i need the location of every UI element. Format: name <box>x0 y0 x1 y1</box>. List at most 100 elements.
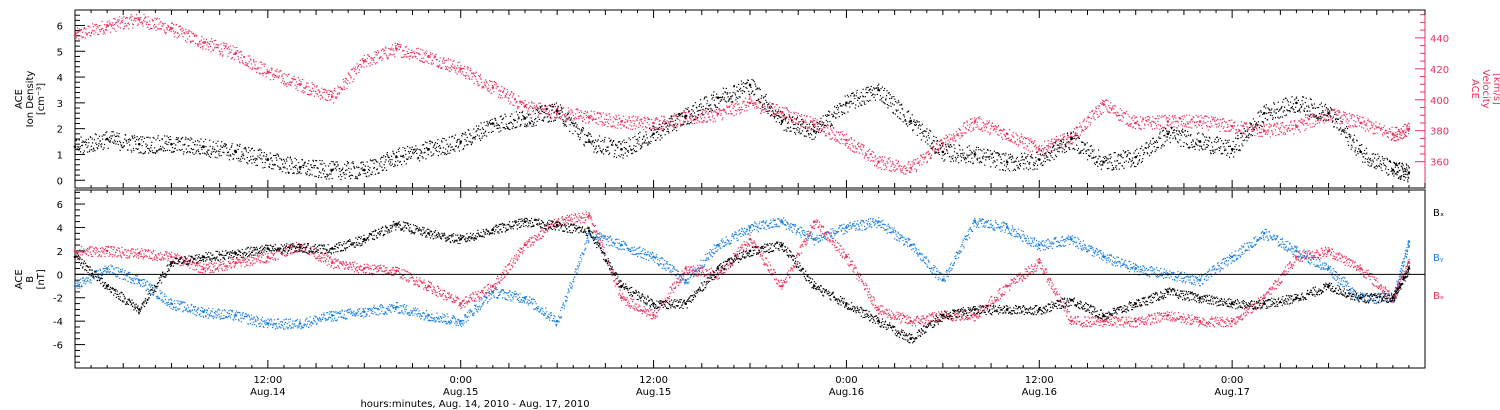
ion-density-series-dot <box>732 91 734 94</box>
ion-density-series-dot <box>901 108 904 110</box>
velocity-series-dot <box>709 119 711 121</box>
velocity-series-dot <box>586 111 589 113</box>
velocity-series-dot <box>356 63 358 65</box>
ion-density-series-dot <box>449 143 451 145</box>
ion-density-series-dot <box>237 145 239 147</box>
velocity-series-dot <box>990 124 992 126</box>
velocity-series-dot <box>1012 135 1014 137</box>
velocity-series-dot <box>1075 139 1077 141</box>
velocity-series-dot <box>647 117 649 119</box>
ion-density-series-dot <box>329 163 331 165</box>
velocity-series-dot <box>542 111 545 114</box>
velocity-series-dot <box>364 58 366 61</box>
ion-density-series-dot <box>799 128 801 130</box>
ion-density-series-dot <box>192 152 194 154</box>
velocity-series-dot <box>276 68 278 71</box>
ion-density-series-dot <box>342 167 344 169</box>
velocity-series-dot <box>811 121 814 123</box>
ion-density-series-dot <box>286 160 288 162</box>
ion-density-series-dot <box>926 128 928 130</box>
ion-density-series-dot <box>587 134 589 136</box>
velocity-series-dot <box>365 61 367 63</box>
ion-density-series-dot <box>184 143 186 145</box>
ion-density-series-dot <box>187 145 189 147</box>
velocity-series-dot <box>551 117 553 119</box>
velocity-series-dot <box>1035 144 1037 146</box>
ion-density-series-dot <box>964 156 967 159</box>
velocity-series-dot <box>1398 130 1400 132</box>
ion-density-series-dot <box>411 148 413 151</box>
ion-density-series-dot <box>966 154 968 156</box>
velocity-series-dot <box>850 149 852 151</box>
velocity-series-dot <box>1162 116 1165 118</box>
velocity-series-dot <box>958 135 960 137</box>
velocity-series-dot <box>184 40 186 42</box>
velocity-series-dot <box>721 117 724 119</box>
velocity-series-dot <box>464 75 467 77</box>
velocity-series-dot <box>794 117 796 120</box>
velocity-series-dot <box>1304 122 1306 125</box>
ion-density-series-dot <box>214 148 216 151</box>
velocity-series-dot <box>1239 129 1241 131</box>
ion-density-series-dot <box>893 95 895 98</box>
ion-density-series-dot <box>485 135 488 137</box>
velocity-series-dot <box>959 129 962 131</box>
velocity-series-dot <box>1405 125 1408 127</box>
velocity-series-dot <box>1303 120 1305 122</box>
velocity-series-dot <box>999 129 1001 132</box>
velocity-series-dot <box>897 160 900 162</box>
velocity-series-dot <box>652 127 654 129</box>
ion-density-series-dot <box>796 129 798 131</box>
velocity-series-dot <box>1252 130 1254 133</box>
ion-density-series-dot <box>316 167 319 169</box>
ion-density-series-dot <box>547 108 549 110</box>
ion-density-series-dot <box>864 96 866 98</box>
ion-density-series-dot <box>551 109 553 111</box>
velocity-series-dot <box>460 65 462 67</box>
velocity-series-dot <box>1074 134 1076 136</box>
velocity-series-dot <box>1349 125 1351 127</box>
velocity-series-dot <box>788 111 790 113</box>
velocity-series-dot <box>648 118 650 120</box>
velocity-series-dot <box>792 122 794 124</box>
velocity-series-dot <box>759 102 761 104</box>
ion-density-series-dot <box>750 92 753 94</box>
velocity-series-dot <box>794 118 796 120</box>
ion-density-series-dot <box>98 143 100 145</box>
ion-density-series-dot <box>322 173 325 175</box>
ion-density-series-dot <box>849 100 851 102</box>
ion-density-series-dot <box>952 155 954 157</box>
velocity-series-dot <box>1180 117 1182 120</box>
velocity-series-dot <box>733 105 735 107</box>
velocity-series-dot <box>323 91 326 93</box>
ion-density-series-dot <box>429 140 431 142</box>
ion-density-series-point <box>523 117 527 120</box>
velocity-series-dot <box>108 20 110 22</box>
velocity-series-dot <box>595 122 597 124</box>
velocity-series-dot <box>1046 145 1048 147</box>
ion-density-series-dot <box>251 162 253 164</box>
velocity-series-dot <box>109 22 111 24</box>
velocity-series-dot <box>1331 117 1333 119</box>
velocity-series-dot <box>432 62 434 64</box>
ion-density-series-dot <box>357 174 360 176</box>
velocity-series-dot <box>273 73 275 75</box>
velocity-series-dot <box>422 61 424 63</box>
ion-density-series-dot <box>508 128 510 130</box>
velocity-series-dot <box>770 105 772 107</box>
velocity-series-dot <box>1265 131 1267 133</box>
ion-density-series-dot <box>522 118 524 120</box>
ion-density-series-dot <box>583 145 585 147</box>
velocity-series-dot <box>981 127 983 129</box>
ion-density-series-dot <box>188 145 190 147</box>
ion-density-series-dot <box>890 105 892 107</box>
velocity-series-dot <box>585 114 587 117</box>
ion-density-series-dot <box>881 86 883 88</box>
velocity-series-dot <box>520 101 522 103</box>
velocity-series-dot <box>220 52 222 54</box>
ion-density-series-dot <box>530 123 532 125</box>
ion-density-series-dot <box>159 139 161 142</box>
ion-density-series-dot <box>265 155 267 158</box>
velocity-series-dot <box>769 101 771 103</box>
velocity-series-dot <box>1010 139 1013 141</box>
